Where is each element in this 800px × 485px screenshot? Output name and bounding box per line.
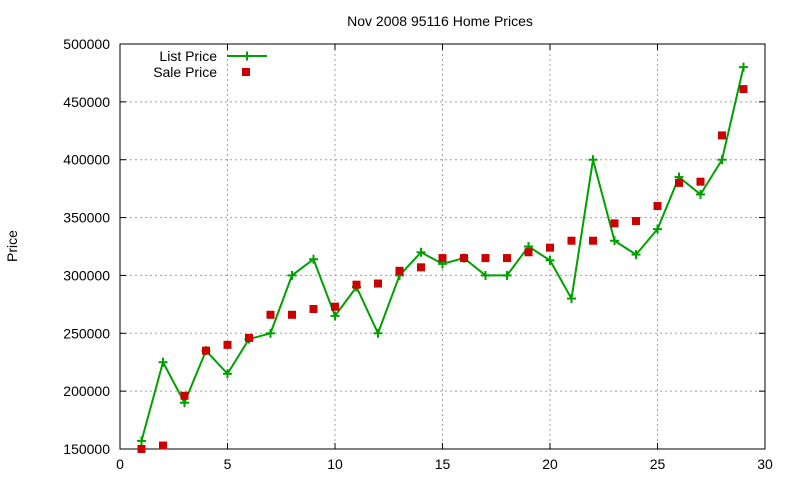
data-point xyxy=(696,189,705,199)
data-point xyxy=(524,248,533,257)
chart-title: Nov 2008 95116 Home Prices xyxy=(347,13,533,29)
x-tick-label: 20 xyxy=(542,456,558,472)
data-point xyxy=(158,357,168,367)
data-point xyxy=(245,333,253,342)
data-point xyxy=(331,302,339,311)
data-point xyxy=(416,247,426,257)
x-tick-label: 0 xyxy=(116,456,124,472)
x-tick-label: 15 xyxy=(435,456,451,472)
y-tick-label: 250000 xyxy=(63,325,110,341)
data-point xyxy=(502,270,512,280)
series-1 xyxy=(137,62,748,446)
data-point xyxy=(545,255,555,265)
y-tick-label: 300000 xyxy=(63,267,110,283)
data-point xyxy=(223,340,232,349)
data-point xyxy=(717,155,727,165)
data-point xyxy=(589,236,597,245)
x-tick-label: 30 xyxy=(757,456,773,472)
x-tick-label: 10 xyxy=(327,456,343,472)
y-tick-label: 200000 xyxy=(63,383,110,399)
x-tick-label: 25 xyxy=(650,456,666,472)
legend-label: List Price xyxy=(159,48,217,64)
data-point xyxy=(653,202,662,210)
data-point xyxy=(288,310,296,319)
data-point xyxy=(739,62,748,72)
data-point xyxy=(202,346,210,355)
data-point xyxy=(632,217,640,226)
data-point xyxy=(653,224,662,234)
data-point xyxy=(309,304,318,313)
data-point xyxy=(137,445,146,453)
data-point xyxy=(266,328,275,338)
data-point xyxy=(309,254,318,264)
data-point xyxy=(159,441,167,450)
legend-swatch-marker xyxy=(242,68,250,76)
data-point xyxy=(739,85,748,94)
legend-item: List Price xyxy=(159,48,267,64)
series-layer xyxy=(137,62,748,453)
data-point xyxy=(503,254,511,263)
gridlines xyxy=(120,44,765,449)
data-point xyxy=(610,236,619,246)
series-2 xyxy=(137,85,748,453)
y-tick-label: 350000 xyxy=(63,210,110,226)
legend-swatch-marker xyxy=(242,51,252,61)
data-point xyxy=(417,263,425,272)
legend-label: Sale Price xyxy=(153,64,217,80)
data-point xyxy=(481,270,490,280)
data-point xyxy=(567,236,576,245)
tick-labels: 0 5 10 15 20 25 30 150000 200000 250000 300000 3500… xyxy=(63,36,773,472)
data-point xyxy=(352,280,361,289)
data-point xyxy=(460,254,468,263)
data-point xyxy=(696,177,705,186)
data-point xyxy=(718,131,726,140)
data-point xyxy=(567,294,576,304)
data-point xyxy=(588,155,598,165)
data-point xyxy=(287,270,297,280)
data-point xyxy=(266,310,275,319)
y-axis-title: Price xyxy=(4,230,20,262)
data-point xyxy=(438,254,447,263)
data-point xyxy=(481,254,490,263)
axes xyxy=(119,43,766,450)
data-point xyxy=(223,369,232,379)
data-point xyxy=(374,279,382,288)
y-tick-label: 150000 xyxy=(63,441,110,457)
data-point xyxy=(395,266,404,275)
data-point xyxy=(631,250,641,260)
y-tick-label: 500000 xyxy=(63,36,110,52)
data-point xyxy=(546,243,554,252)
x-tick-label: 5 xyxy=(224,456,232,472)
legend-item: Sale Price xyxy=(153,64,250,80)
data-point xyxy=(137,436,146,446)
y-tick-label: 400000 xyxy=(63,152,110,168)
data-point xyxy=(675,178,683,187)
data-point xyxy=(373,328,383,338)
data-point xyxy=(180,391,189,400)
y-tick-label: 450000 xyxy=(63,94,110,110)
data-point xyxy=(330,311,340,321)
data-point xyxy=(610,219,619,228)
